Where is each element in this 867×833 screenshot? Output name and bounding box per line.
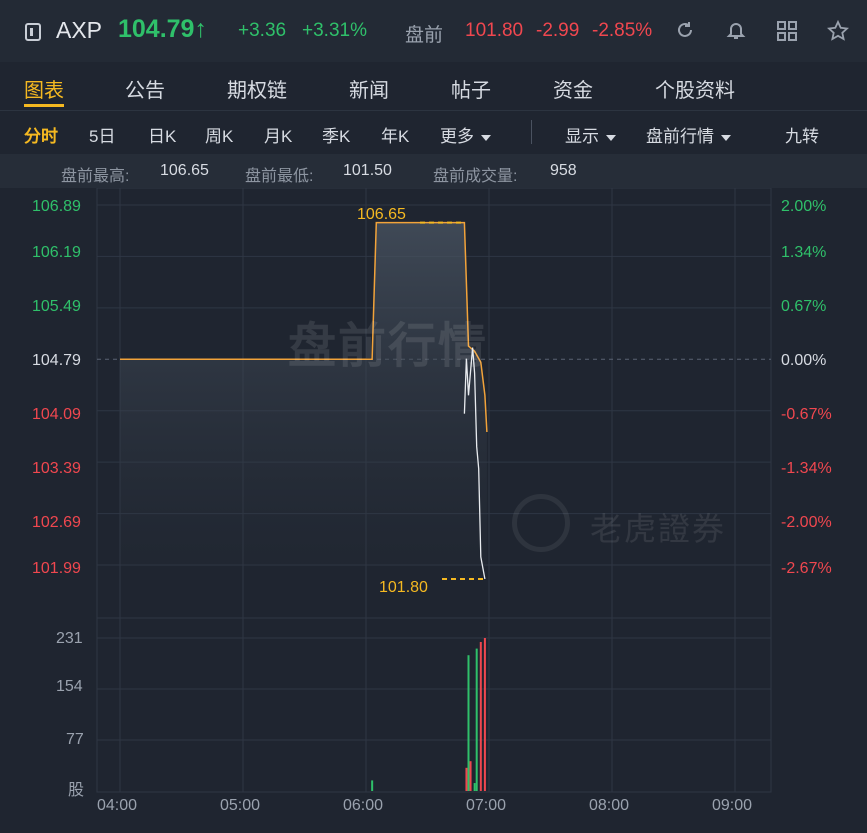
ticker-symbol: AXP: [56, 17, 103, 43]
price-tick: 106.89: [32, 198, 81, 215]
volume-bar: [479, 641, 482, 791]
pct-tick: -0.67%: [781, 406, 832, 423]
last-price: 104.79↑: [118, 15, 207, 43]
period-bar: 分时 5日 日K 周K 月K 季K 年K 更多 显示 盘前行情 九转: [0, 111, 867, 151]
pct-tick: 0.00%: [781, 352, 827, 369]
back-icon[interactable]: [25, 23, 41, 41]
price-tick: 101.99: [32, 560, 81, 577]
price-line: [463, 347, 486, 580]
premarket-quote-dropdown[interactable]: 盘前行情: [646, 122, 731, 147]
price-tick: 106.19: [32, 244, 81, 261]
period-5day[interactable]: 5日: [89, 127, 116, 146]
volume-bar: [371, 780, 374, 791]
active-tab-indicator: [24, 104, 64, 107]
volume-tick: 231: [56, 630, 83, 647]
time-tick: 07:00: [466, 797, 507, 814]
volume-bar: [467, 655, 470, 791]
price-tick: 102.69: [32, 514, 81, 531]
price-tick: 104.09: [32, 406, 81, 423]
low-marker-label: 101.80: [379, 579, 428, 596]
premarket-change-pct: -2.85%: [592, 20, 653, 41]
premarket-quote-label: 盘前行情: [646, 127, 714, 146]
quote-header: AXP 104.79↑ +3.36 +3.31% 盘前 101.80 -2.99…: [0, 0, 867, 62]
watermark-text: 盘前行情: [288, 320, 489, 373]
tab-capital-flow[interactable]: 资金: [553, 80, 593, 102]
pct-tick: 1.34%: [781, 244, 827, 261]
volume-bar: [483, 638, 486, 791]
period-quarterly[interactable]: 季K: [322, 127, 351, 146]
period-weekly[interactable]: 周K: [205, 127, 234, 146]
price-tick: 105.49: [32, 298, 81, 315]
avg-price-line: [120, 221, 488, 433]
chevron-down-icon: [721, 134, 731, 141]
divider: [531, 120, 532, 144]
pct-tick: 0.67%: [781, 298, 827, 315]
time-tick: 05:00: [220, 797, 261, 814]
refresh-icon[interactable]: [674, 20, 696, 42]
premarket-price: 101.80: [465, 20, 524, 41]
volume-label: 盘前成交量:: [433, 168, 518, 185]
time-tick: 08:00: [589, 797, 630, 814]
price-area-fill: [120, 222, 487, 565]
pct-tick: -2.00%: [781, 514, 832, 531]
brand-watermark: 老虎證券: [590, 511, 727, 547]
display-label: 显示: [565, 127, 599, 146]
volume-tick: 77: [66, 731, 84, 748]
nine-turn-button[interactable]: 九转: [785, 127, 819, 146]
premarket-stats: 盘前最高: 106.65 盘前最低: 101.50 盘前成交量: 958: [0, 154, 867, 188]
period-yearly[interactable]: 年K: [381, 127, 410, 146]
high-value: 106.65: [160, 162, 209, 179]
star-icon[interactable]: [826, 19, 850, 42]
volume-bar: [465, 767, 468, 791]
plot-frame: [96, 188, 772, 793]
pct-tick: -2.67%: [781, 560, 832, 577]
intraday-chart[interactable]: 盘前行情 老虎證券 106.89 106.19 105.49 104.79 10…: [0, 188, 867, 833]
period-daily[interactable]: 日K: [148, 127, 177, 146]
low-label: 盘前最低:: [245, 168, 314, 185]
tab-posts[interactable]: 帖子: [451, 80, 491, 102]
time-tick: 04:00: [97, 797, 138, 814]
price-tick: 103.39: [32, 460, 81, 477]
tab-chart[interactable]: 图表: [24, 80, 64, 102]
tab-options-chain[interactable]: 期权链: [227, 80, 287, 102]
time-tick: 06:00: [343, 797, 384, 814]
price-tick: 104.79: [32, 352, 81, 369]
high-label: 盘前最高:: [61, 168, 130, 185]
price-change-pct: +3.31%: [302, 20, 367, 41]
brand-logo-icon: [512, 494, 570, 552]
bell-icon[interactable]: [725, 20, 747, 42]
display-dropdown[interactable]: 显示: [565, 122, 616, 147]
pct-tick: 2.00%: [781, 198, 827, 215]
chevron-down-icon: [606, 134, 616, 141]
tab-announcements[interactable]: 公告: [125, 80, 165, 102]
low-value: 101.50: [343, 162, 392, 179]
period-monthly[interactable]: 月K: [264, 127, 293, 146]
period-more-dropdown[interactable]: 更多: [440, 122, 491, 147]
pct-tick: -1.34%: [781, 460, 832, 477]
price-change: +3.36: [238, 20, 287, 41]
volume-unit: 股: [68, 782, 85, 799]
period-intraday[interactable]: 分时: [24, 127, 58, 146]
volume-value: 958: [550, 162, 577, 179]
more-label: 更多: [440, 127, 474, 146]
premarket-label: 盘前: [405, 25, 444, 46]
volume-bar: [469, 761, 472, 791]
high-marker-label: 106.65: [357, 206, 406, 223]
volume-tick: 154: [56, 678, 83, 695]
time-tick: 09:00: [712, 797, 753, 814]
grid-icon[interactable]: [776, 20, 798, 42]
chevron-down-icon: [481, 134, 491, 141]
volume-bar: [473, 783, 476, 791]
tab-news[interactable]: 新闻: [349, 80, 389, 102]
chart-canvas: [96, 188, 772, 793]
tab-company-profile[interactable]: 个股资料: [655, 80, 735, 102]
tab-bar: 图表 公告 期权链 新闻 帖子 资金 个股资料: [0, 62, 867, 111]
premarket-change: -2.99: [536, 20, 580, 41]
volume-bar: [475, 648, 478, 791]
